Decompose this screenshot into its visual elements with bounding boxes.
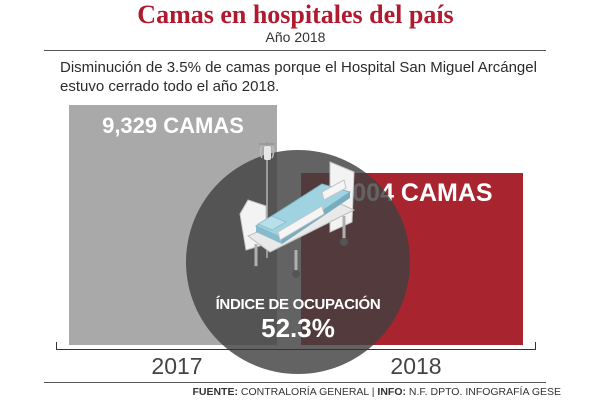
x-tick-label-2018: 2018 [390,353,442,379]
occupancy-value: 52.3% [261,313,335,343]
chart-subtitle: Año 2018 [265,29,326,45]
footer-source-label: FUENTE: [192,386,238,398]
bottom-divider [44,382,546,383]
x-axis-bracket [56,342,536,350]
x-tick-label-2017: 2017 [151,353,203,379]
occupancy-circle [186,150,410,374]
top-divider [44,50,546,51]
footer-source-text: CONTRALORÍA GENERAL | [237,386,378,398]
hospital-bed-icon [239,142,356,278]
occupancy-label: ÍNDICE DE OCUPACIÓN [215,296,381,313]
chart-title: Camas en hospitales del país [137,0,454,29]
footer-info-text: N.F. DPTO. INFOGRAFÍA GESE [406,386,561,398]
description-text: Disminución de 3.5% de camas porque el H… [60,59,537,95]
bar-data-label-2017: 9,329 CAMAS [102,113,244,138]
source-footer: FUENTE: CONTRALORÍA GENERAL | INFO: N.F.… [192,386,561,398]
footer-info-label: INFO: [377,386,406,398]
